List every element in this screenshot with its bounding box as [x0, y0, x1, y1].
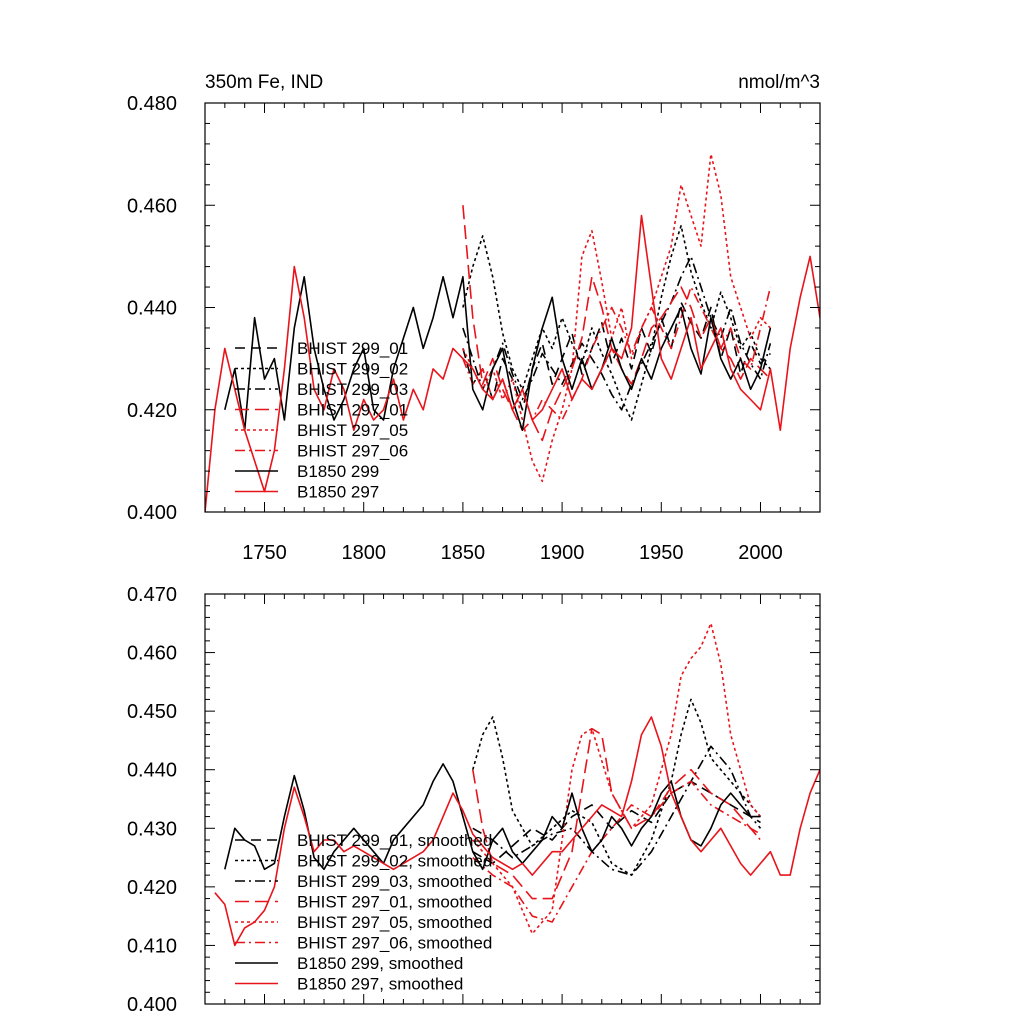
top-series-line-8 [205, 214, 820, 512]
top-series-group [205, 153, 820, 512]
bottom-series-line-3 [472, 745, 762, 876]
top-legend-label: BHIST 297_01 [297, 401, 408, 420]
top-legend-label: BHIST 299_02 [297, 360, 408, 379]
top-x-tick-label: 1850 [441, 542, 486, 564]
bottom-y-tick-label: 0.420 [127, 877, 177, 899]
bottom-chart-panel: 0.400 0.410 0.420 0.430 0.440 0.450 0.460 0.470… [127, 584, 821, 1016]
bottom-y-tick-label: 0.400 [127, 994, 177, 1016]
top-series-line-2 [462, 224, 771, 421]
top-y-tick-label: 0.400 [127, 502, 177, 524]
top-chart-panel: 350m Fe, IND nmol/m^3 0.400 0.420 0.440 0.4… [127, 72, 821, 564]
bottom-y-tick-label: 0.470 [127, 584, 177, 606]
bottom-y-tick-label: 0.440 [127, 760, 177, 782]
top-y-tick-label: 0.480 [127, 93, 177, 115]
bottom-legend-label: BHIST 297_06, smoothed [297, 934, 492, 953]
bottom-legend-label: B1850 297, smoothed [297, 975, 463, 994]
bottom-legend-label: BHIST 299_02, smoothed [297, 852, 492, 871]
top-x-tick-label: 2000 [738, 542, 783, 564]
top-x-tick-label: 1750 [242, 542, 287, 564]
top-y-tick-label: 0.460 [127, 195, 177, 217]
top-legend-label: BHIST 299_01 [297, 339, 408, 358]
top-legend-label: B1850 297 [297, 483, 379, 502]
bottom-series-line-2 [472, 698, 762, 876]
bottom-legend-label: BHIST 297_05, smoothed [297, 913, 492, 932]
top-legend-label: BHIST 297_05 [297, 421, 408, 440]
bottom-series-line-7 [224, 763, 761, 871]
bottom-y-tick-label: 0.410 [127, 935, 177, 957]
top-legend-label: BHIST 297_06 [297, 442, 408, 461]
top-y-tick-label: 0.440 [127, 298, 177, 320]
bottom-legend-label: BHIST 299_01, smoothed [297, 831, 492, 850]
top-legend-label: B1850 299 [297, 462, 379, 481]
bottom-legend-label: BHIST 297_01, smoothed [297, 893, 492, 912]
bottom-y-tick-label: 0.450 [127, 701, 177, 723]
top-chart-title-right: nmol/m^3 [738, 72, 820, 93]
top-chart-title-left: 350m Fe, IND [205, 72, 323, 93]
bottom-series-group [214, 622, 820, 947]
top-series-line-5 [462, 153, 771, 483]
top-legend-label: BHIST 299_03 [297, 380, 408, 399]
top-x-tick-label: 1950 [639, 542, 684, 564]
bottom-legend: BHIST 299_01, smoothed BHIST 299_02, smoo… [235, 831, 492, 994]
bottom-plot-frame [204, 593, 821, 1005]
bottom-y-tick-label: 0.430 [127, 818, 177, 840]
bottom-series-line-4 [472, 727, 761, 900]
top-y-tick-label: 0.420 [127, 400, 177, 422]
top-x-tick-label: 1800 [341, 542, 386, 564]
bottom-series-line-8 [214, 716, 820, 947]
bottom-y-tick-label: 0.460 [127, 643, 177, 665]
top-series-line-3 [462, 255, 772, 411]
bottom-legend-label: B1850 299, smoothed [297, 954, 463, 973]
top-series-line-7 [224, 275, 772, 432]
top-x-tick-label: 1900 [540, 542, 585, 564]
bottom-series-line-5 [472, 622, 762, 935]
bottom-series-line-6 [472, 780, 762, 923]
bottom-legend-label: BHIST 299_03, smoothed [297, 872, 492, 891]
